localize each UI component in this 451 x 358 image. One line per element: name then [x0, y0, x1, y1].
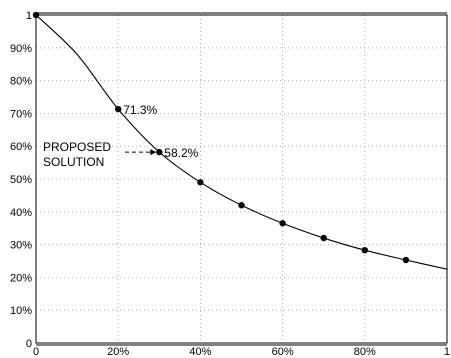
- data-point: [156, 148, 163, 156]
- plot-frame: [35, 14, 448, 344]
- annotation-arrow-head: [150, 149, 157, 156]
- y-tick-label: 60%: [10, 141, 32, 153]
- y-tick-label: 80%: [10, 76, 32, 88]
- data-point: [32, 11, 40, 19]
- data-labels: 71.3% 58.2%: [123, 103, 198, 160]
- x-tick-label: 80%: [354, 346, 376, 358]
- annotation-line-1: PROPOSED: [43, 140, 111, 154]
- x-tick-label: 40%: [189, 346, 211, 358]
- series-group: [32, 11, 448, 270]
- data-point: [279, 220, 286, 227]
- data-point: [320, 234, 327, 242]
- y-tick-label: 50%: [10, 174, 32, 186]
- y-tick-label: 0: [26, 338, 32, 350]
- annotation-line-2: SOLUTION: [43, 155, 104, 169]
- y-tick-label: 90%: [10, 43, 32, 55]
- y-tick-label: 20%: [10, 272, 32, 284]
- data-point: [115, 105, 122, 113]
- y-tick-label: 1: [26, 10, 32, 22]
- data-point: [402, 256, 410, 264]
- data-point: [197, 179, 204, 186]
- x-tick-label: 60%: [272, 346, 294, 358]
- x-tick-label: 0: [33, 346, 39, 358]
- y-tick-label: 40%: [10, 207, 32, 219]
- data-label: 58.2%: [164, 146, 198, 160]
- y-tick-label: 70%: [10, 108, 32, 120]
- data-point: [361, 246, 368, 254]
- tick-labels: 0 10% 20% 30% 40% 50% 60% 70% 80% 90% 1 0 20% 40% 60% 8…: [10, 10, 450, 358]
- data-point: [238, 202, 245, 209]
- y-tick-label: 10%: [10, 305, 32, 317]
- data-label: 71.3%: [123, 103, 157, 117]
- y-tick-label: 30%: [10, 240, 32, 252]
- x-tick-label: 1: [444, 346, 450, 358]
- x-tick-label: 20%: [107, 346, 129, 358]
- grid-lines: [36, 12, 447, 346]
